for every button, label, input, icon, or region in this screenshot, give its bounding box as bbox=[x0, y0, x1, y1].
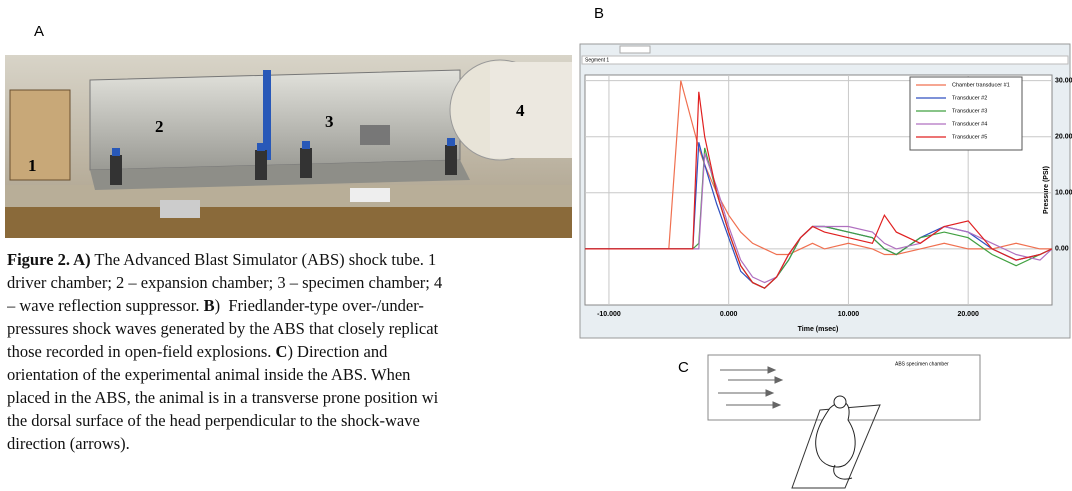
caption-text: placed in the ABS, the animal is in a tr… bbox=[7, 388, 439, 407]
x-tick-label: -10.000 bbox=[597, 311, 621, 318]
caption-line: – wave reflection suppressor. B) Friedla… bbox=[7, 294, 572, 317]
photo: 1 2 3 4 bbox=[5, 55, 572, 238]
legend-box bbox=[909, 76, 1023, 151]
tab[interactable] bbox=[619, 45, 651, 54]
series-line bbox=[585, 91, 1052, 289]
legend-label: Transducer #4 bbox=[952, 121, 987, 127]
panel-label: A bbox=[34, 23, 44, 40]
caption-line: driver chamber; 2 – expansion chamber; 3… bbox=[7, 271, 572, 294]
caption-text: driver chamber; 2 – expansion chamber; 3… bbox=[7, 273, 443, 292]
caption-text: direction (arrows). bbox=[7, 434, 130, 453]
caption-line: direction (arrows). bbox=[7, 432, 572, 455]
photo-label: 3 bbox=[325, 112, 334, 131]
series-line bbox=[585, 147, 1052, 289]
segment-bar bbox=[581, 55, 1069, 65]
diagram: ABS specimen chamber bbox=[707, 354, 981, 489]
caption-text: the dorsal surface of the head perpendic… bbox=[7, 411, 420, 430]
caption-line: pressures shock waves generated by the A… bbox=[7, 317, 572, 340]
panel-label: C bbox=[678, 359, 689, 376]
x-tick-label: 0.000 bbox=[720, 311, 738, 318]
y-tick-label: 30.00 bbox=[1055, 77, 1072, 84]
caption-text: – wave reflection suppressor. bbox=[7, 296, 204, 315]
caption-text: those recorded in open-field explosions. bbox=[7, 342, 276, 361]
panel-label: B bbox=[594, 5, 604, 22]
photo-label: 4 bbox=[516, 101, 525, 120]
caption-line: those recorded in open-field explosions.… bbox=[7, 340, 572, 363]
series-line bbox=[585, 80, 1052, 256]
photo-label: 2 bbox=[155, 117, 164, 136]
caption-text: pressures shock waves generated by the A… bbox=[7, 319, 439, 338]
caption-line: the dorsal surface of the head perpendic… bbox=[7, 409, 572, 432]
legend-label: Transducer #5 bbox=[952, 134, 987, 140]
y-axis-label: Pressure (PSI) bbox=[1043, 166, 1050, 214]
caption-text: ) Friedlander-type over-/under- bbox=[214, 296, 424, 315]
segment-label: Segment 1 bbox=[585, 57, 609, 63]
legend-label: Chamber transducer #1 bbox=[952, 82, 1010, 88]
series-group bbox=[585, 80, 1052, 289]
caption-text: orientation of the experimental animal i… bbox=[7, 365, 411, 384]
y-tick-label: 10.00 bbox=[1055, 190, 1072, 197]
caption-text: Figure 2. A) bbox=[7, 250, 91, 269]
caption: Figure 2. A) The Advanced Blast Simulato… bbox=[7, 248, 572, 455]
caption-line: Figure 2. A) The Advanced Blast Simulato… bbox=[7, 248, 572, 271]
legend-label: Transducer #3 bbox=[952, 108, 987, 114]
chamber-label: ABS specimen chamber bbox=[895, 361, 949, 367]
caption-text: The Advanced Blast Simulator (ABS) shock… bbox=[90, 250, 437, 269]
x-axis-label: Time (msec) bbox=[798, 326, 839, 333]
caption-line: orientation of the experimental animal i… bbox=[7, 363, 572, 386]
y-tick-label: 20.00 bbox=[1055, 134, 1072, 141]
caption-line: placed in the ABS, the animal is in a tr… bbox=[7, 386, 572, 409]
caption-text: C bbox=[275, 342, 288, 361]
y-tick-label: 0.00 bbox=[1055, 246, 1069, 253]
legend-label: Transducer #2 bbox=[952, 95, 987, 101]
photo-label: 1 bbox=[28, 156, 37, 175]
x-tick-label: 20.000 bbox=[957, 311, 979, 318]
caption-text: ) Direction and bbox=[287, 342, 388, 361]
x-tick-label: 10.000 bbox=[838, 311, 860, 318]
caption-text: B bbox=[203, 296, 215, 315]
